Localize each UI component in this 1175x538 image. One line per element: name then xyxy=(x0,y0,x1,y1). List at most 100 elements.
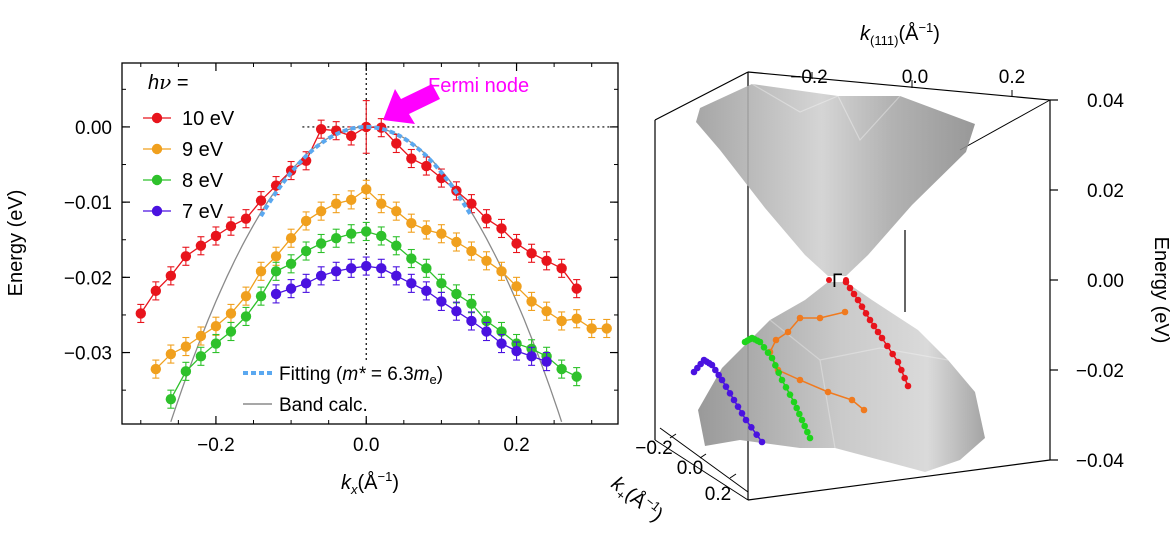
trace-point xyxy=(793,404,800,412)
trace-10ev xyxy=(842,278,912,390)
data-point xyxy=(541,305,552,317)
data-point xyxy=(421,224,432,236)
trace-point xyxy=(760,344,768,351)
legend-swatch-marker xyxy=(151,205,163,217)
series-line xyxy=(155,188,607,370)
upper-cone-facets xyxy=(751,83,901,142)
data-point xyxy=(436,228,447,239)
trace-point xyxy=(784,328,792,336)
band-surface-3d: Γ k(111)(Å−1) −0.2 0.0 0.2 0.04 0.02 0.00 −… xyxy=(605,20,1172,528)
arpes-traces-3d xyxy=(690,278,912,446)
fit-legend: Fitting (m* = 6.3me) Band calc. xyxy=(243,364,443,416)
x-tick-label: 0.2 xyxy=(503,435,529,456)
data-point xyxy=(300,215,312,227)
trace-point xyxy=(726,390,734,397)
depth-axis: −0.2 0.0 0.2 k+(Å−1) xyxy=(605,427,749,528)
data-point xyxy=(165,270,177,282)
data-point xyxy=(195,351,207,362)
box-edge-top-right xyxy=(959,99,1051,151)
data-point xyxy=(406,153,417,164)
data-point xyxy=(165,348,177,360)
data-point xyxy=(270,266,282,277)
trace-point xyxy=(790,398,798,406)
trace-point xyxy=(846,284,854,292)
series-9-ev xyxy=(150,179,612,379)
y-tick-label: −0.02 xyxy=(64,268,112,289)
data-point xyxy=(240,290,252,302)
data-point xyxy=(346,263,357,274)
depth-tick-mark xyxy=(699,453,707,459)
data-point xyxy=(240,311,252,322)
data-point xyxy=(391,205,402,217)
data-point xyxy=(315,205,327,217)
depth-axis-label: k+(Å−1) xyxy=(605,470,669,528)
right-tick-label: 0.04 xyxy=(1087,91,1124,112)
trace-point xyxy=(796,376,804,384)
fermi-node-annotation: Fermi node xyxy=(383,75,529,124)
data-point xyxy=(180,251,192,262)
data-point xyxy=(421,285,432,297)
data-point xyxy=(330,233,342,244)
trace-point xyxy=(898,366,905,374)
legend-swatch-marker xyxy=(151,112,163,124)
data-point xyxy=(481,326,492,337)
data-point xyxy=(391,240,402,251)
trace-point xyxy=(878,334,886,342)
trace-point xyxy=(904,382,912,390)
data-point xyxy=(511,345,522,357)
trace-point xyxy=(738,410,746,417)
trace-point xyxy=(860,406,868,414)
data-point xyxy=(361,121,372,133)
data-point xyxy=(556,363,567,375)
fermi-node-arrow-icon xyxy=(383,84,440,124)
data-point xyxy=(406,278,417,289)
data-point xyxy=(210,338,222,349)
data-point xyxy=(300,245,312,257)
data-point xyxy=(421,160,432,172)
data-point xyxy=(541,255,552,266)
data-point xyxy=(526,351,537,362)
lower-cone-facets xyxy=(769,319,949,449)
data-point xyxy=(391,138,402,149)
data-point xyxy=(451,305,462,317)
trace-point xyxy=(850,290,858,298)
top-tick-label: −0.2 xyxy=(790,67,828,88)
data-point xyxy=(346,228,357,239)
right-axis-label: Energy (eV) xyxy=(1150,237,1172,344)
legend-entry-label: 8 eV xyxy=(182,170,224,192)
trace-point xyxy=(722,383,730,390)
data-point xyxy=(376,198,387,209)
data-point xyxy=(285,233,297,244)
trace-point xyxy=(772,336,780,344)
data-point xyxy=(361,226,372,237)
data-point xyxy=(556,315,567,327)
data-point xyxy=(225,326,237,337)
legend-entry-label: 7 eV xyxy=(182,201,224,223)
trace-point xyxy=(841,308,849,316)
data-point xyxy=(421,263,432,274)
right-axis-ticks: 0.04 0.02 0.00 −0.02 −0.04 xyxy=(1050,91,1124,472)
box-edge-top-left xyxy=(654,71,749,121)
dispersion-chart: −0.2 0.0 0.2 0.00 −0.01 −0.02 −0.03 kx(Å−1) En… xyxy=(5,62,619,497)
trace-point xyxy=(764,349,772,356)
top-tick-label: 0.0 xyxy=(902,67,928,88)
trace-point xyxy=(753,431,760,438)
trace-point xyxy=(758,438,766,446)
box-edge-bottom xyxy=(747,459,1051,501)
data-point xyxy=(391,270,402,282)
data-point xyxy=(481,315,492,327)
trace-7ev xyxy=(690,356,766,446)
data-point xyxy=(270,288,282,300)
data-point xyxy=(330,266,342,277)
trace-point xyxy=(889,350,896,358)
trace-point xyxy=(756,338,764,346)
data-point xyxy=(255,195,267,206)
data-point xyxy=(285,283,297,294)
trace-point xyxy=(870,322,878,330)
right-tick-label: 0.02 xyxy=(1087,181,1124,202)
depth-tick-label: −0.2 xyxy=(635,438,673,459)
box-edge-bottom-left xyxy=(654,439,749,501)
data-point xyxy=(376,263,387,274)
data-point xyxy=(346,130,357,142)
data-point xyxy=(346,194,357,206)
